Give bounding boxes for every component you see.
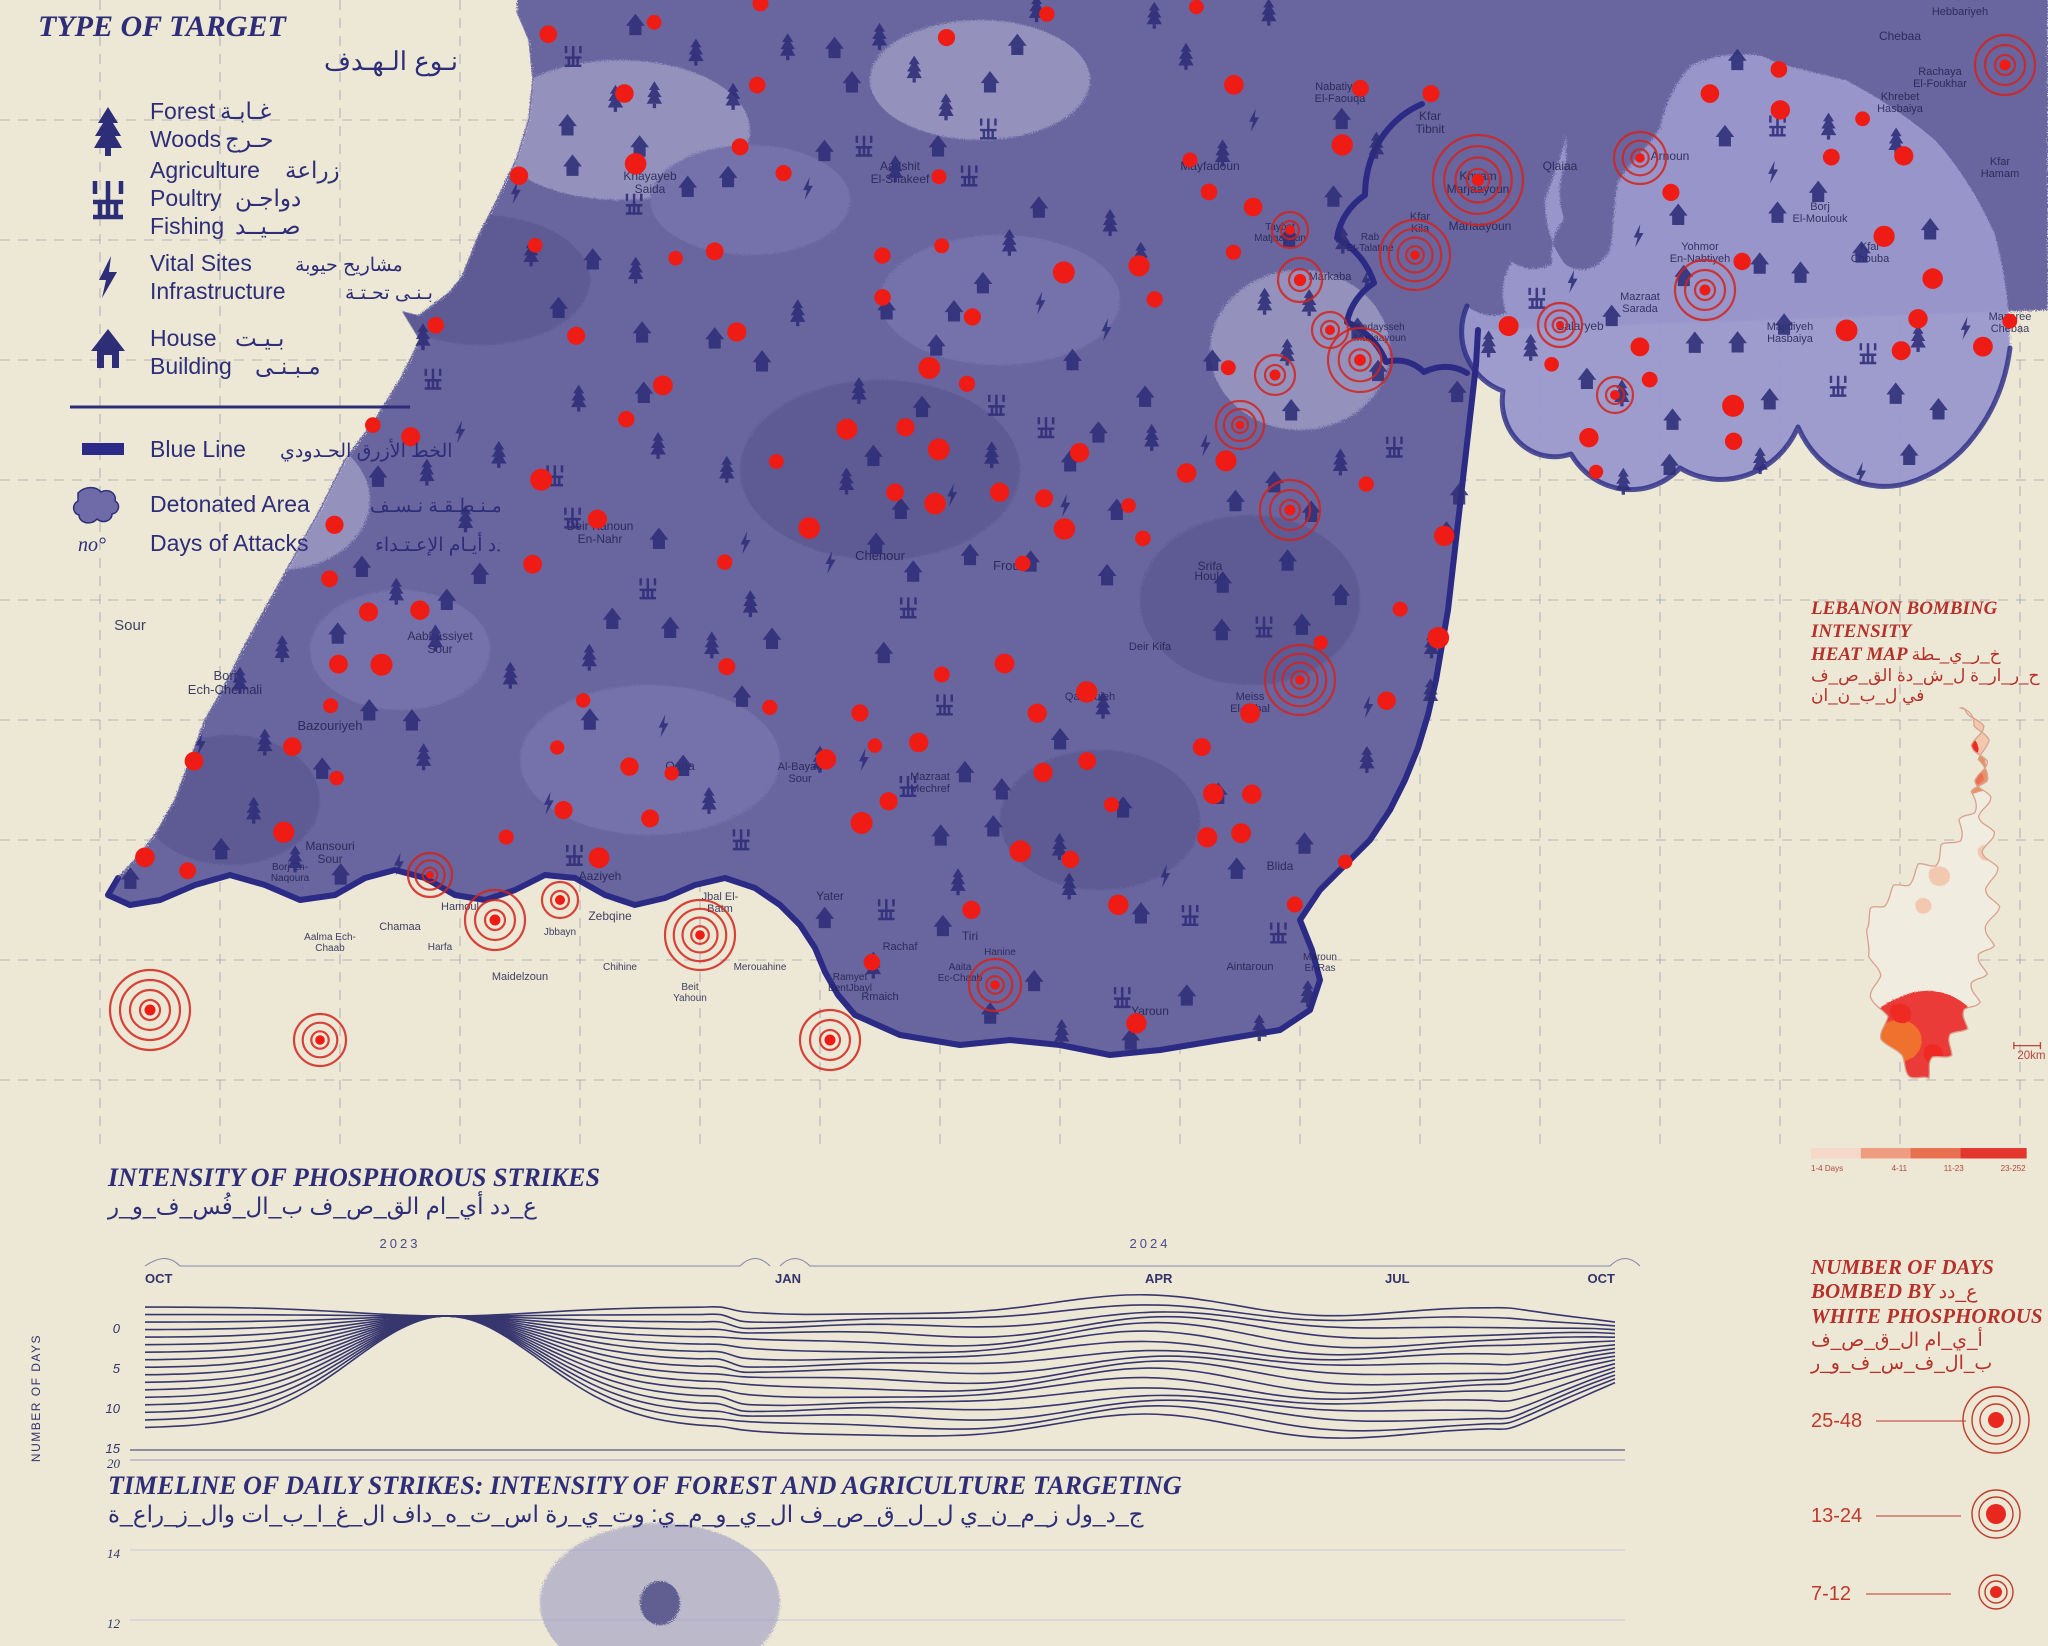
svg-text:Detonated Area: Detonated Area: [150, 491, 310, 517]
svg-text:Deir Kifa: Deir Kifa: [1129, 641, 1172, 653]
svg-text:Chihine: Chihine: [603, 962, 637, 973]
svg-text:دواجـن: دواجـن: [235, 185, 301, 212]
svg-text:2024: 2024: [1130, 1236, 1171, 1251]
svg-text:Blue Line: Blue Line: [150, 436, 246, 462]
svg-text:الخط الأزرق الحـدودي: الخط الأزرق الحـدودي: [280, 438, 453, 462]
svg-text:مـنـطـقـة نـسـف: مـنـطـقـة نـسـف: [370, 496, 500, 517]
svg-text:Infrastructure: Infrastructure: [150, 278, 286, 304]
svg-text:Vital Sites: Vital Sites: [150, 250, 252, 276]
svg-text:OCT: OCT: [145, 1271, 173, 1286]
svg-text:Hebbariyeh: Hebbariyeh: [1932, 6, 1988, 18]
svg-text:OCT: OCT: [1588, 1271, 1616, 1286]
svg-text:بـيـت: بـيـت: [235, 325, 284, 351]
svg-text:Sour: Sour: [114, 617, 146, 634]
svg-text:حـرج: حـرج: [225, 126, 274, 153]
svg-text:Bazouriyeh: Bazouriyeh: [297, 718, 362, 733]
svg-text:12: 12: [107, 1616, 121, 1631]
svg-text:23-252: 23-252: [2001, 1164, 2027, 1173]
svg-text:Rmaich: Rmaich: [861, 991, 898, 1003]
svg-text:Aintaroun: Aintaroun: [1226, 961, 1273, 973]
svg-text:عـدد أيـام الإعـتـداء: عـدد أيـام الإعـتـداء: [375, 531, 500, 556]
svg-text:20: 20: [107, 1456, 121, 1471]
svg-text:10: 10: [106, 1401, 121, 1416]
svg-text:صــيــد: صــيــد: [235, 213, 301, 239]
svg-text:Tiri: Tiri: [962, 929, 978, 943]
svg-text:7-12: 7-12: [1811, 1583, 1851, 1605]
svg-text:Hamoul: Hamoul: [441, 901, 479, 913]
svg-text:Zebqine: Zebqine: [588, 909, 632, 923]
svg-text:2023: 2023: [380, 1236, 421, 1251]
svg-text:Fishing: Fishing: [150, 213, 224, 239]
svg-text:Markaba: Markaba: [1309, 271, 1353, 283]
svg-text:Forest: Forest: [150, 98, 216, 124]
svg-text:Woods: Woods: [150, 126, 221, 152]
svg-text:مـبـنـى: مـبـنـى: [255, 353, 321, 379]
svg-text:Jbbayn: Jbbayn: [544, 927, 576, 938]
svg-text:Agriculture: Agriculture: [150, 157, 260, 183]
svg-text:Rachaf: Rachaf: [883, 941, 919, 953]
svg-text:زراعة: زراعة: [285, 157, 340, 184]
svg-text:بـنـى تحـتـة: بـنـى تحـتـة: [345, 283, 433, 304]
svg-text:Maidelzoun: Maidelzoun: [492, 971, 548, 983]
svg-text:14: 14: [107, 1546, 121, 1561]
svg-text:JUL: JUL: [1385, 1271, 1410, 1286]
svg-text:APR: APR: [1145, 1271, 1173, 1286]
svg-text:Building: Building: [150, 353, 232, 379]
svg-text:Days of Attacks: Days of Attacks: [150, 530, 309, 556]
svg-text:Aaziyeh: Aaziyeh: [579, 869, 622, 883]
svg-text:Harfa: Harfa: [428, 942, 453, 953]
svg-text:Aalma Ech-Chaab: Aalma Ech-Chaab: [304, 932, 356, 954]
svg-text:5: 5: [113, 1361, 121, 1376]
svg-text:Jbal El-Batm: Jbal El-Batm: [702, 891, 739, 915]
svg-text:20km: 20km: [2017, 1050, 2045, 1062]
svg-text:1-4 Days: 1-4 Days: [1811, 1164, 1843, 1173]
svg-text:House: House: [150, 325, 216, 351]
svg-text:Yater: Yater: [816, 889, 844, 903]
svg-text:Chebaa: Chebaa: [1879, 29, 1921, 43]
svg-text:4-11: 4-11: [1892, 1164, 1908, 1173]
svg-text:0: 0: [113, 1321, 121, 1336]
svg-text:Qlaiaa: Qlaiaa: [1543, 159, 1578, 173]
svg-text:غـابـة: غـابـة: [220, 98, 271, 124]
svg-text:Hanine: Hanine: [984, 947, 1016, 958]
svg-text:Blida: Blida: [1267, 859, 1294, 873]
svg-text:Merouahine: Merouahine: [734, 962, 787, 973]
svg-text:Poultry: Poultry: [150, 185, 222, 211]
svg-text:no°: no°: [78, 534, 106, 556]
svg-text:JAN: JAN: [775, 1271, 801, 1286]
svg-text:11-23: 11-23: [1944, 1164, 1965, 1173]
svg-text:مشاريح حيوبة: مشاريح حيوبة: [295, 255, 403, 276]
svg-text:Chamaa: Chamaa: [379, 921, 421, 933]
